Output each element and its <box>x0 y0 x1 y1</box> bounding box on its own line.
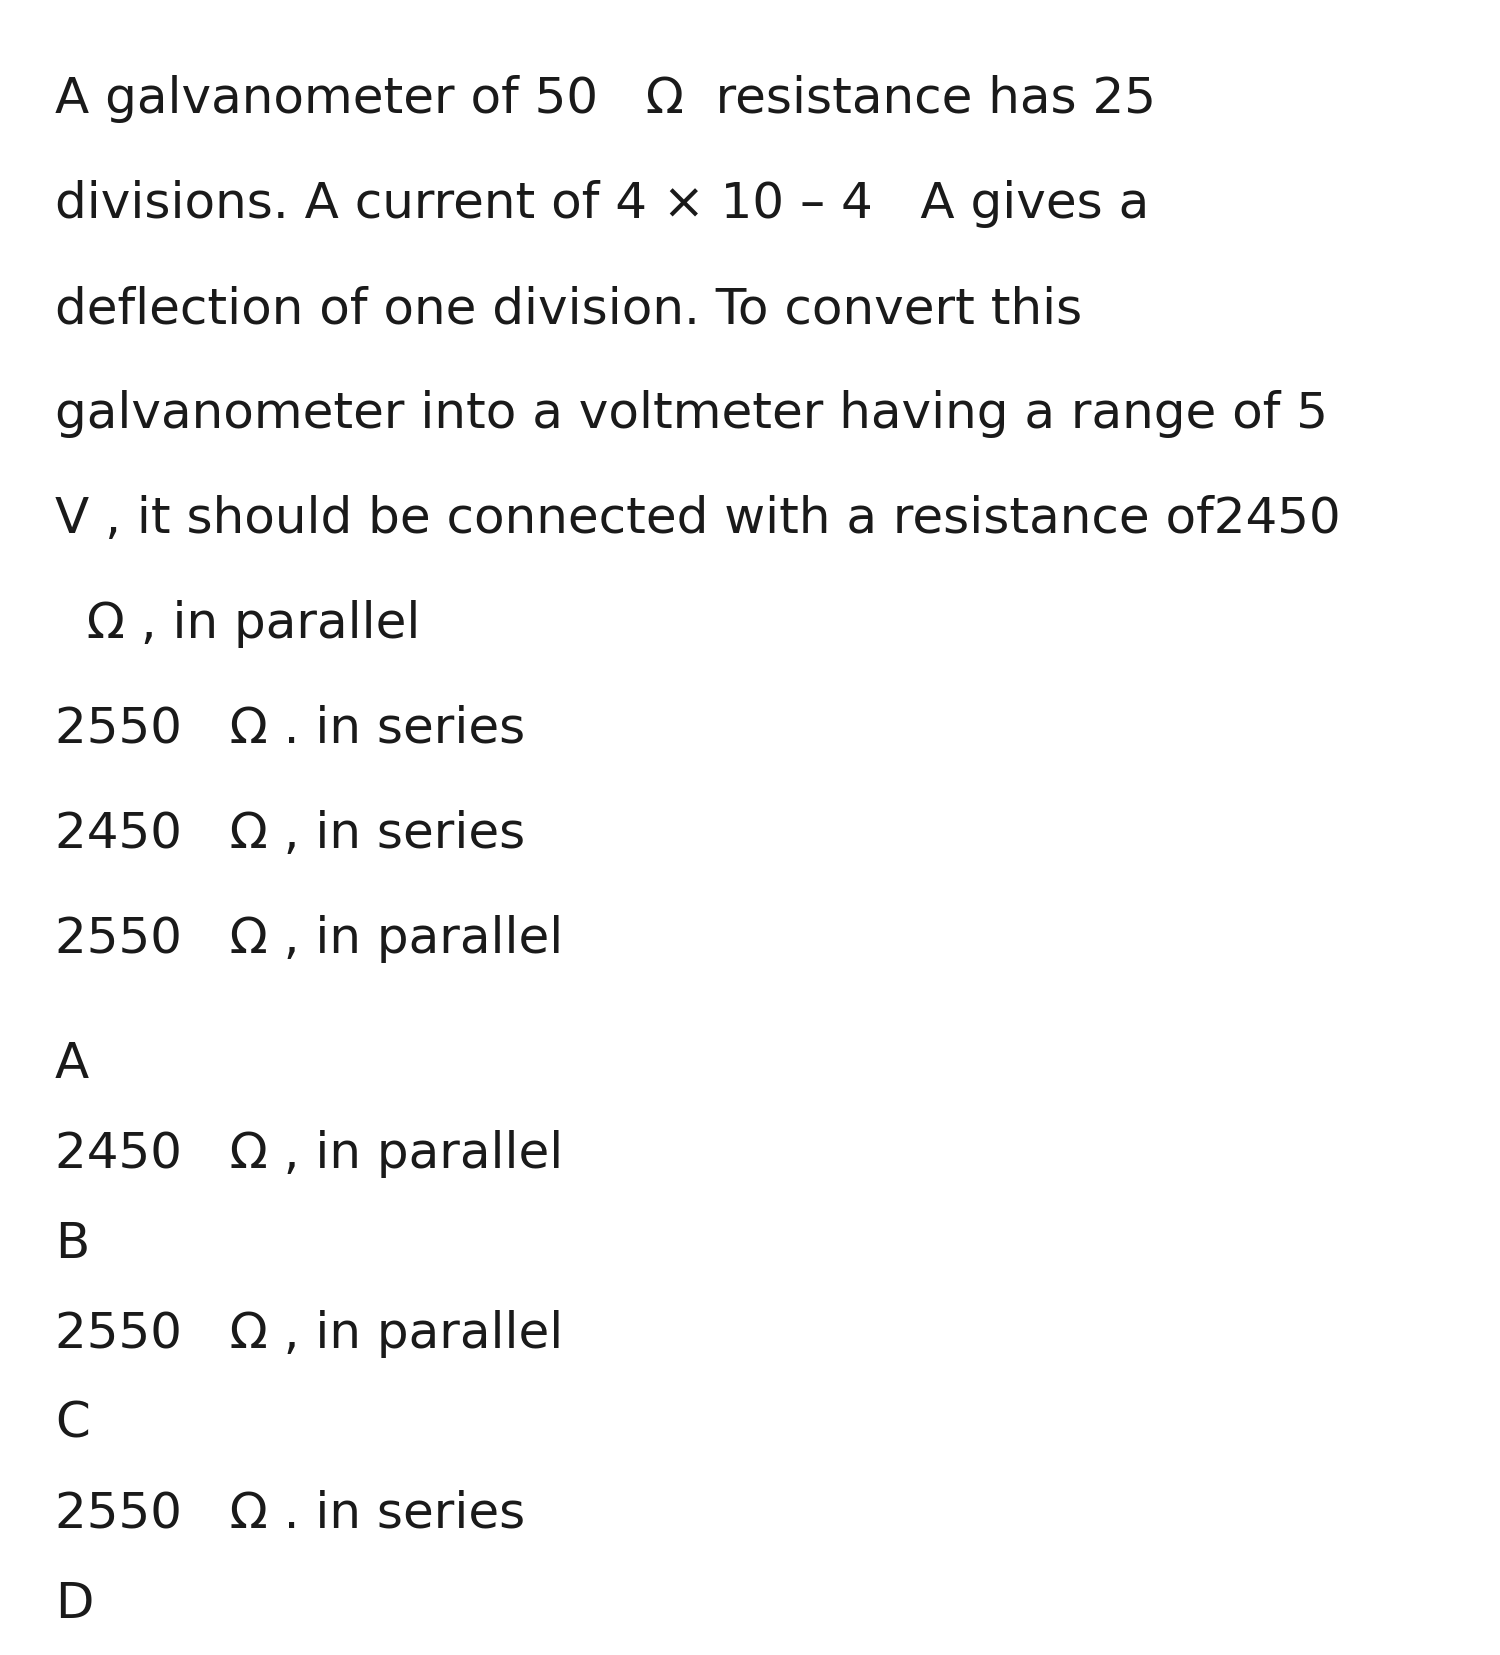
Text: B: B <box>56 1220 90 1268</box>
Text: galvanometer into a voltmeter having a range of 5: galvanometer into a voltmeter having a r… <box>56 391 1328 437</box>
Text: 2450   Ω , in series: 2450 Ω , in series <box>56 809 525 857</box>
Text: V , it should be connected with a resistance of2450: V , it should be connected with a resist… <box>56 495 1341 543</box>
Text: D: D <box>56 1579 93 1627</box>
Text: A: A <box>56 1039 90 1087</box>
Text: Ω , in parallel: Ω , in parallel <box>56 599 420 647</box>
Text: A galvanometer of 50   Ω  resistance has 25: A galvanometer of 50 Ω resistance has 25 <box>56 74 1156 122</box>
Text: 2450   Ω , in parallel: 2450 Ω , in parallel <box>56 1129 564 1177</box>
Text: 2550   Ω , in parallel: 2550 Ω , in parallel <box>56 915 564 963</box>
Text: C: C <box>56 1398 90 1446</box>
Text: 2550   Ω , in parallel: 2550 Ω , in parallel <box>56 1309 564 1357</box>
Text: divisions. A current of 4 × 10 – 4   A gives a: divisions. A current of 4 × 10 – 4 A giv… <box>56 180 1149 228</box>
Text: deflection of one division. To convert this: deflection of one division. To convert t… <box>56 285 1083 333</box>
Text: 2550   Ω . in series: 2550 Ω . in series <box>56 705 525 753</box>
Text: 2550   Ω . in series: 2550 Ω . in series <box>56 1490 525 1537</box>
